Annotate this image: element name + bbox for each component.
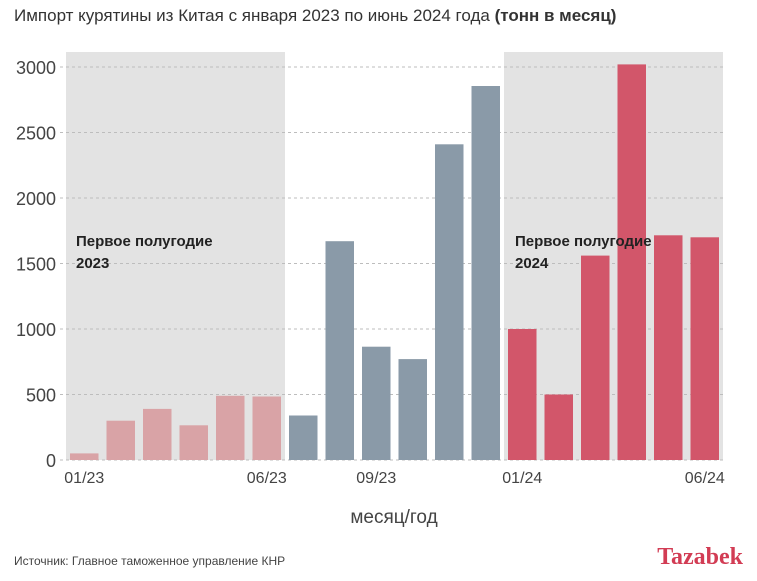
annotation-2024-line1: Первое полугодие (515, 233, 652, 250)
bar-07-23 (289, 415, 318, 460)
bar-02-24 (544, 394, 573, 460)
bar-01-24 (508, 329, 537, 460)
y-tick-label: 2000 (16, 189, 56, 209)
tazabek-logo: Tazabek (657, 544, 743, 570)
source-note: Источник: Главное таможенное управление … (14, 554, 286, 568)
bar-10-23 (398, 359, 427, 460)
x-tick-label: 01/24 (502, 470, 542, 487)
annotation-2023-line1: Первое полугодие (76, 233, 213, 250)
title-unit: (тонн в месяц) (494, 6, 617, 25)
chart-title: Импорт курятины из Китая с января 2023 п… (14, 6, 744, 26)
y-tick-label: 1500 (16, 255, 56, 275)
y-tick-label: 0 (46, 451, 56, 471)
x-tick-label: 06/24 (685, 470, 725, 487)
x-tick-label: 06/23 (247, 470, 287, 487)
bar-08-23 (325, 241, 354, 460)
bar-03-24 (581, 255, 610, 460)
bar-05-24 (654, 235, 683, 460)
y-tick-label: 3000 (16, 58, 56, 78)
bar-09-23 (362, 346, 391, 460)
y-tick-label: 1000 (16, 320, 56, 340)
bar-01-23 (70, 453, 99, 460)
x-tick-label: 01/23 (64, 470, 104, 487)
bar-06-23 (252, 396, 281, 460)
x-axis-label: месяц/год (350, 507, 437, 528)
y-tick-label: 2500 (16, 124, 56, 144)
bar-12-23 (471, 86, 500, 460)
bar-11-23 (435, 144, 464, 461)
annotation-2024-line2: 2024 (515, 255, 549, 272)
bar-04-23 (179, 425, 208, 460)
x-tick-label: 09/23 (356, 470, 396, 487)
bar-02-23 (106, 420, 135, 460)
bar-06-24 (690, 237, 719, 460)
annotation-2023-line2: 2023 (76, 255, 109, 272)
y-tick-label: 500 (26, 386, 56, 406)
bar-03-23 (143, 408, 172, 460)
bar-05-23 (216, 395, 245, 460)
shade-h1-2023 (66, 52, 285, 460)
bar-04-24 (617, 64, 646, 461)
shade-h1-2024 (504, 52, 723, 460)
title-main: Импорт курятины из Китая с января 2023 п… (14, 6, 495, 25)
